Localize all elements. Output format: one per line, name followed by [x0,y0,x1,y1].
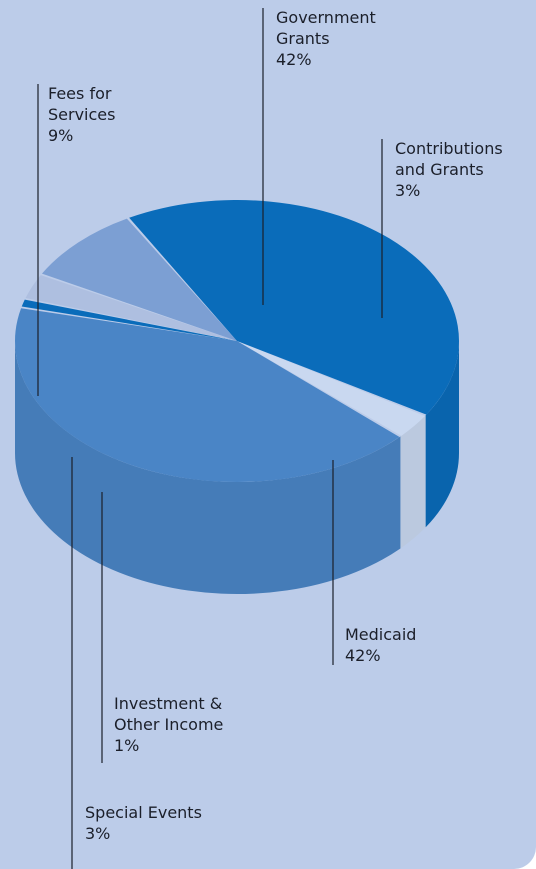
label-contributions-name-1: Contributions [395,139,503,158]
label-government-grants-name-1: Government [276,8,376,27]
label-fees-for-services-value: 9% [48,126,74,145]
pie-slice-fees-for-services [41,218,238,341]
label-investment-value: 1% [114,736,140,755]
label-fees-for-services-name-1: Fees for [48,84,112,103]
label-medicaid: Medicaid 42% [345,624,416,666]
label-government-grants-value: 42% [276,50,312,69]
pie-slice-contributions-and-grants [237,341,425,436]
pie-slice-government-grants [129,200,459,415]
leader-lines [37,8,383,869]
label-government-grants-name-2: Grants [276,29,330,48]
label-medicaid-name: Medicaid [345,625,417,644]
pie-side-government-grants [425,341,459,528]
label-fees-for-services: Fees for Services 9% [48,83,115,146]
label-medicaid-value: 42% [345,646,381,665]
label-investment-name-1: Investment & [114,694,223,713]
label-investment-name-2: Other Income [114,715,224,734]
label-contributions-value: 3% [395,181,421,200]
pie-sides [15,341,459,594]
label-special-events-value: 3% [85,824,111,843]
label-special-events: Special Events 3% [85,802,202,844]
label-special-events-name: Special Events [85,803,202,822]
label-contributions-and-grants: Contributions and Grants 3% [395,138,503,201]
pie-slice-medicaid [15,308,400,482]
pie-tops [15,200,459,482]
pie-slice-investment-other-income [21,299,237,341]
label-investment-other-income: Investment & Other Income 1% [114,693,223,756]
pie-slice-special-events [25,275,238,341]
pie-side-medicaid [15,341,401,594]
label-contributions-name-2: and Grants [395,160,484,179]
label-government-grants: Government Grants 42% [276,7,376,70]
pie-side-contributions-and-grants [400,415,426,549]
label-fees-for-services-name-2: Services [48,105,116,124]
